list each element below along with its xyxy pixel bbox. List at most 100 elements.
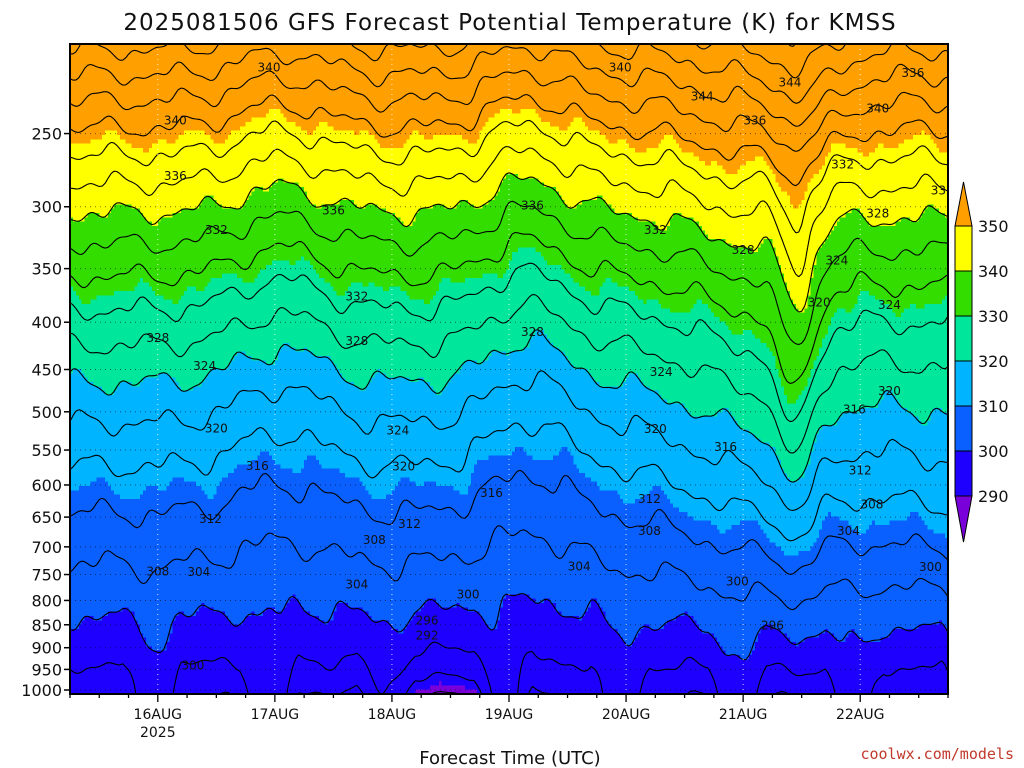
fill-cell: [348, 603, 425, 608]
fill-cell: [901, 312, 948, 318]
fill-cell: [102, 386, 118, 392]
fill-cell: [828, 330, 948, 335]
fill-cell: [763, 624, 773, 630]
colorbar-label: 310: [978, 397, 1009, 416]
fill-cell: [70, 481, 92, 487]
fill-cell: [70, 174, 507, 179]
fill-cell: [772, 351, 820, 357]
fill-cell: [746, 161, 768, 166]
fill-cell: [70, 585, 948, 591]
fill-cell: [70, 629, 141, 634]
fill-cell: [175, 377, 206, 383]
isentrope-312: [70, 422, 948, 542]
fill-cell: [70, 169, 727, 175]
fill-cell: [70, 304, 662, 309]
fill-cell: [819, 347, 948, 353]
fill-cell: [435, 291, 592, 296]
fill-cell: [599, 486, 654, 491]
fill-cell: [70, 546, 782, 552]
fill-cell: [172, 477, 185, 483]
colorbar-label: 320: [978, 352, 1009, 371]
fill-cell: [813, 542, 948, 548]
fill-cell: [488, 455, 534, 461]
fill-cell: [70, 96, 948, 101]
fill-cell: [784, 551, 800, 556]
fill-cell: [772, 169, 820, 175]
fill-cell: [787, 633, 820, 639]
fill-cell: [628, 286, 788, 292]
fill-cell: [696, 299, 703, 305]
fill-cell: [740, 425, 823, 431]
fill-cell: [70, 330, 536, 335]
fill-cell: [506, 594, 531, 600]
contour-label: 304: [837, 524, 860, 538]
fill-cell: [70, 364, 229, 370]
y-tick-label: 850: [31, 616, 62, 635]
fill-cell: [617, 629, 642, 634]
fill-cell: [204, 377, 346, 383]
fill-cell: [140, 382, 179, 387]
fill-cell: [441, 681, 948, 686]
fill-cell: [242, 204, 317, 210]
fill-cell: [70, 633, 144, 639]
fill-cell: [198, 607, 214, 613]
fill-cell: [309, 200, 340, 205]
fill-cell: [143, 490, 206, 496]
fill-cell: [289, 598, 299, 604]
fill-cell: [435, 481, 472, 487]
fill-cell: [70, 529, 721, 535]
fill-cell: [70, 581, 948, 587]
fill-cell: [675, 139, 905, 145]
fill-cell: [494, 195, 563, 201]
fill-cell: [333, 360, 466, 366]
fill-cell: [637, 633, 715, 639]
fill-cell: [485, 620, 498, 626]
fill-cell: [134, 286, 153, 292]
fill-cell: [304, 464, 323, 470]
fill-cell: [312, 130, 355, 136]
fill-cell: [113, 291, 156, 296]
fill-cell: [628, 373, 639, 379]
fill-cell: [880, 399, 899, 405]
fill-cell: [119, 382, 133, 387]
fill-cell: [248, 195, 308, 201]
fill-cell: [918, 624, 946, 630]
fill-cell: [500, 616, 580, 621]
fill-cell: [830, 143, 847, 149]
fill-cell: [828, 512, 832, 517]
fill-cell: [465, 360, 478, 366]
fill-cell: [470, 477, 592, 483]
fill-cell: [690, 412, 718, 418]
fill-cell: [239, 126, 302, 132]
fill-cell: [775, 356, 817, 361]
fill-cell: [661, 486, 948, 491]
fill-cell: [70, 200, 203, 205]
fill-cell: [596, 598, 948, 604]
fill-cell: [78, 295, 97, 301]
contour-label: 332: [831, 157, 854, 171]
contour-label: 324: [193, 359, 216, 373]
fill-cell: [690, 308, 712, 314]
fill-cell: [70, 317, 721, 322]
fill-cell: [626, 377, 642, 383]
credit-link[interactable]: coolwx.com/models: [860, 745, 1014, 763]
fill-cell: [672, 135, 914, 140]
fill-cell: [453, 486, 469, 491]
y-tick-label: 1000: [21, 681, 62, 700]
fill-cell: [70, 403, 686, 409]
fill-cell: [561, 195, 598, 201]
fill-cell: [301, 256, 305, 262]
fill-cell: [333, 126, 484, 132]
fill-cell: [529, 594, 948, 600]
fill-cell: [172, 624, 393, 630]
fill-cell: [488, 200, 566, 205]
fill-cell: [70, 265, 267, 270]
fill-cell: [573, 278, 607, 283]
fill-cell: [441, 390, 659, 396]
fill-cell: [251, 117, 288, 123]
fill-cell: [70, 616, 86, 621]
isentrope-316: [70, 370, 948, 512]
fill-cell: [184, 611, 197, 617]
fill-cell: [699, 624, 765, 630]
fill-cell: [70, 226, 659, 231]
